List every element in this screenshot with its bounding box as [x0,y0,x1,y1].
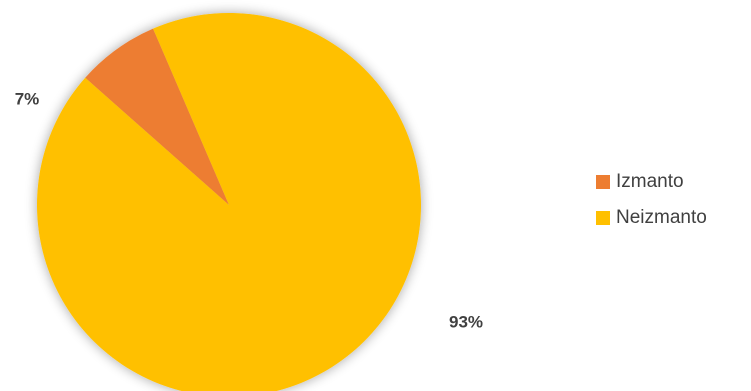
pie-slice-neizmanto [37,13,421,391]
legend-item-neizmanto: Neizmanto [596,207,707,229]
legend-swatch-neizmanto [596,211,610,225]
legend: Izmanto Neizmanto [596,171,707,243]
data-label-izmanto: 7% [15,89,40,108]
legend-label-neizmanto: Neizmanto [616,207,707,228]
legend-swatch-izmanto [596,175,610,189]
data-label-neizmanto: 93% [449,312,483,331]
legend-item-izmanto: Izmanto [596,171,707,193]
pie-slice-izmanto [85,28,229,205]
legend-label-izmanto: Izmanto [616,171,684,192]
